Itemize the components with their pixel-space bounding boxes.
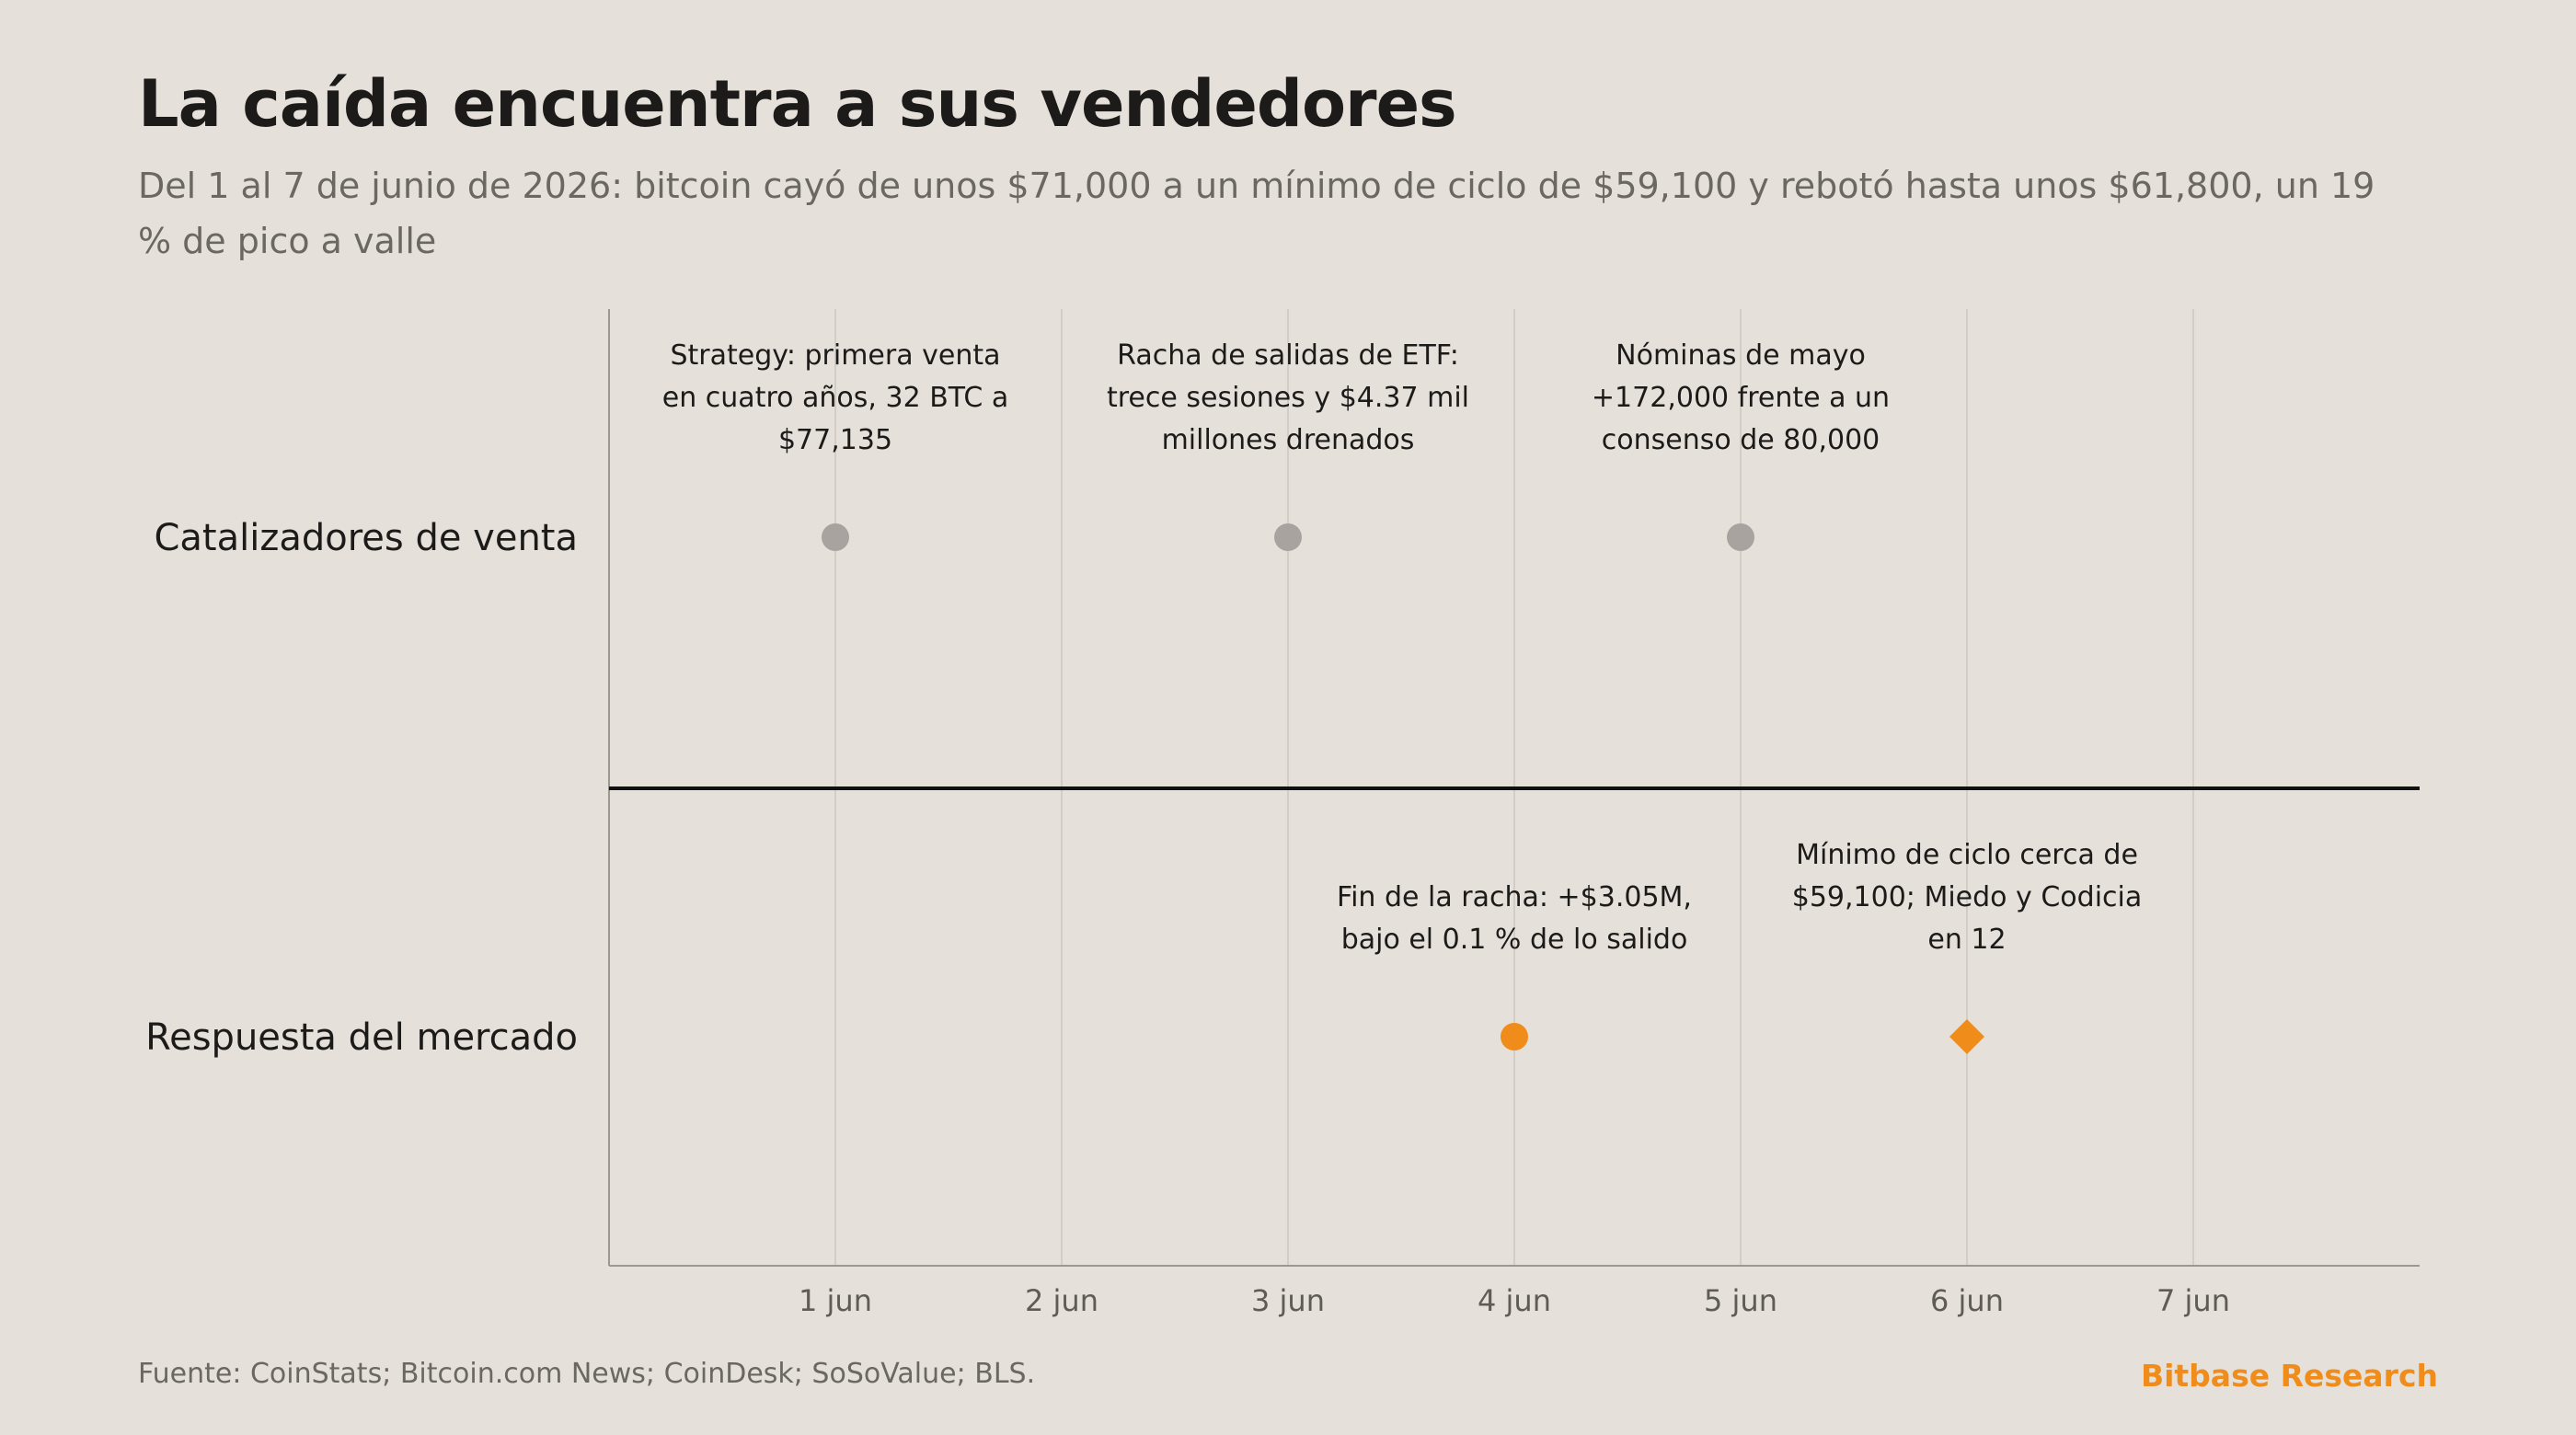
annotation-label: millones drenados: [1162, 424, 1415, 456]
x-tick-label: 2 jun: [1025, 1283, 1098, 1318]
annotation-label: Fin de la racha: +$3.05M,: [1337, 881, 1692, 913]
x-tick-label: 6 jun: [1930, 1283, 2004, 1318]
annotation-label: en 12: [1927, 924, 2006, 956]
x-tick-label: 7 jun: [2156, 1283, 2230, 1318]
x-tick-label: 5 jun: [1704, 1283, 1777, 1318]
brand-logo: Bitbase Research: [2140, 1358, 2438, 1394]
data-point: [1501, 1023, 1528, 1050]
annotation-label: Strategy: primera venta: [670, 339, 1000, 372]
chart-subtitle: Del 1 al 7 de junio de 2026: bitcoin cay…: [138, 166, 2375, 261]
annotation-label: Nóminas de mayo: [1616, 339, 1866, 372]
data-point: [1274, 523, 1302, 551]
chart-title: La caída encuentra a sus vendedores: [138, 66, 1457, 142]
source-note: Fuente: CoinStats; Bitcoin.com News; Coi…: [138, 1358, 1036, 1390]
data-point-diamond: [1949, 1019, 1984, 1054]
annotation-label: $77,135: [778, 424, 892, 456]
annotation-label: $59,100; Miedo y Codicia: [1792, 881, 2143, 913]
x-tick-label: 3 jun: [1251, 1283, 1325, 1318]
data-point: [822, 523, 849, 551]
annotation-label: Mínimo de ciclo cerca de: [1796, 839, 2138, 871]
annotation-label: en cuatro años, 32 BTC a: [662, 382, 1008, 414]
annotation-label: consenso de 80,000: [1602, 424, 1880, 456]
lane-label: Respuesta del mercado: [145, 1016, 578, 1059]
annotation-label: +172,000 frente a un: [1592, 382, 1890, 414]
annotation-label: bajo el 0.1 % de lo salido: [1341, 924, 1688, 956]
x-tick-label: 1 jun: [799, 1283, 872, 1318]
data-point: [1727, 523, 1754, 551]
lane-label: Catalizadores de venta: [154, 517, 578, 559]
annotation-label: trece sesiones y $4.37 mil: [1107, 382, 1469, 414]
annotation-label: Racha de salidas de ETF:: [1117, 339, 1459, 372]
x-tick-label: 4 jun: [1478, 1283, 1551, 1318]
